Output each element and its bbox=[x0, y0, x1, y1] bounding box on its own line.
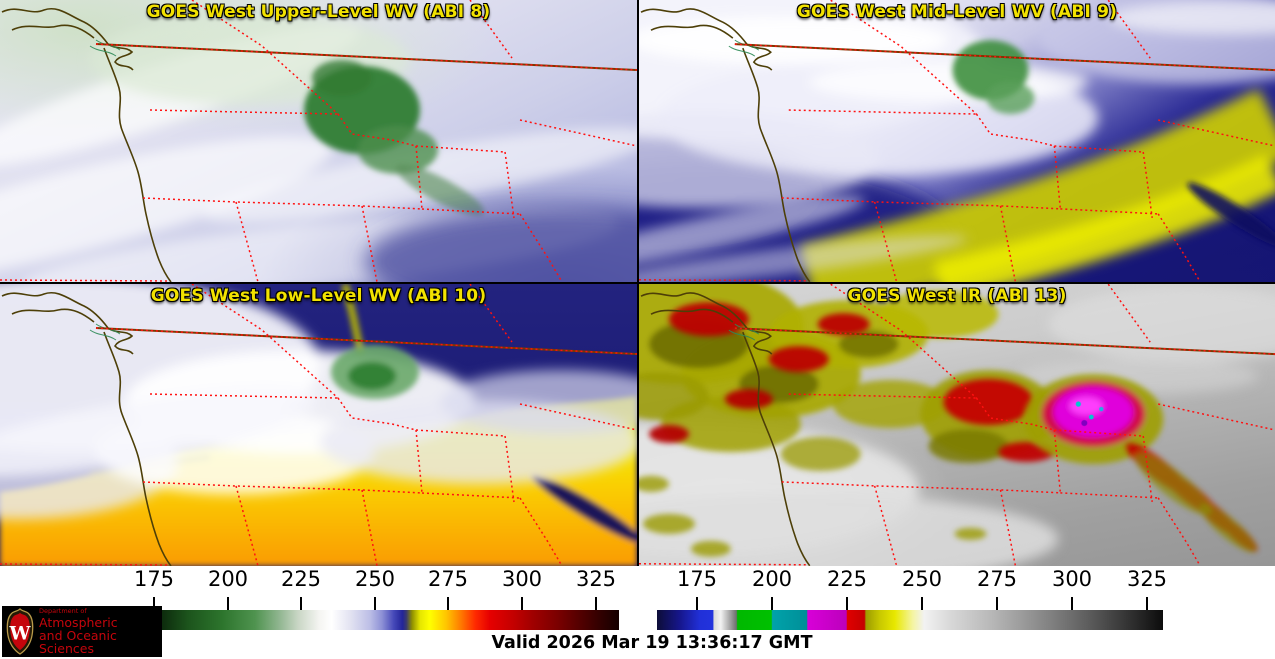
colorbar-tick-label: 175 bbox=[676, 567, 718, 591]
colorbar-tick-label: 225 bbox=[280, 567, 322, 591]
logo-dept-line: Department of bbox=[39, 607, 87, 615]
colorbar-tick-label: 300 bbox=[1051, 567, 1093, 591]
colorbar-tick-label: 250 bbox=[901, 567, 943, 591]
colorbar-tick bbox=[1146, 597, 1148, 610]
panel-upper-level-wv: GOES West Upper-Level WV (ABI 8) bbox=[0, 0, 637, 282]
colorbar-water-vapor bbox=[140, 610, 619, 630]
crest-letter: W bbox=[9, 623, 32, 644]
uw-aos-logo: W Department of Atmospheric and Oceanic … bbox=[2, 606, 162, 657]
panel-title-mid-wv: GOES West Mid-Level WV (ABI 9) bbox=[796, 2, 1118, 22]
ir13-feature-overlay bbox=[639, 284, 1275, 566]
colorbar-tick bbox=[846, 597, 848, 610]
panel-title-upper-wv: GOES West Upper-Level WV (ABI 8) bbox=[146, 2, 491, 22]
colorbar-tick bbox=[374, 597, 376, 610]
colorbar-tick bbox=[300, 597, 302, 610]
colorbar-tick bbox=[996, 597, 998, 610]
colorbar-tick-label: 275 bbox=[427, 567, 469, 591]
colorbar-tick bbox=[921, 597, 923, 610]
colorbar-tick-label: 275 bbox=[976, 567, 1018, 591]
uw-crest-icon: W bbox=[6, 608, 34, 655]
colorbar-tick bbox=[696, 597, 698, 610]
colorbar-tick bbox=[1071, 597, 1073, 610]
panel-ir: GOES West IR (ABI 13) bbox=[639, 284, 1275, 566]
valid-time-text: Valid 2026 Mar 19 13:36:17 GMT bbox=[491, 633, 813, 653]
colorbar-tick bbox=[595, 597, 597, 610]
colorbar-tick-label: 325 bbox=[1126, 567, 1168, 591]
footer-strip: 175 200 225 250 275 300 325 175 200 225 … bbox=[0, 566, 1275, 659]
logo-line-oceanic: and Oceanic Sciences bbox=[39, 628, 117, 656]
colorbar-tick-label: 250 bbox=[354, 567, 396, 591]
colorbar-tick-label: 200 bbox=[207, 567, 249, 591]
colorbar-tick bbox=[771, 597, 773, 610]
colorbar-tick-label: 175 bbox=[133, 567, 175, 591]
panel-title-low-wv: GOES West Low-Level WV (ABI 10) bbox=[150, 286, 487, 306]
panel-mid-level-wv: GOES West Mid-Level WV (ABI 9) bbox=[639, 0, 1275, 282]
colorbar-tick bbox=[521, 597, 523, 610]
colorbar-tick bbox=[153, 597, 155, 610]
wv8-feature-overlay bbox=[0, 0, 637, 282]
colorbar-tick-label: 200 bbox=[751, 567, 793, 591]
wv10-feature-overlay bbox=[0, 284, 637, 566]
colorbar-tick-label: 225 bbox=[826, 567, 868, 591]
colorbar-infrared bbox=[657, 610, 1163, 630]
panel-title-ir: GOES West IR (ABI 13) bbox=[847, 286, 1067, 306]
wv9-feature-overlay bbox=[639, 0, 1275, 282]
logo-line-atmospheric: Atmospheric bbox=[39, 614, 118, 630]
colorbar-tick-label: 325 bbox=[575, 567, 617, 591]
panel-low-level-wv: GOES West Low-Level WV (ABI 10) bbox=[0, 284, 637, 566]
colorbar-tick bbox=[227, 597, 229, 610]
colorbar-tick bbox=[447, 597, 449, 610]
colorbar-tick-label: 300 bbox=[501, 567, 543, 591]
logo-text: Department of Atmospheric and Oceanic Sc… bbox=[39, 608, 162, 655]
